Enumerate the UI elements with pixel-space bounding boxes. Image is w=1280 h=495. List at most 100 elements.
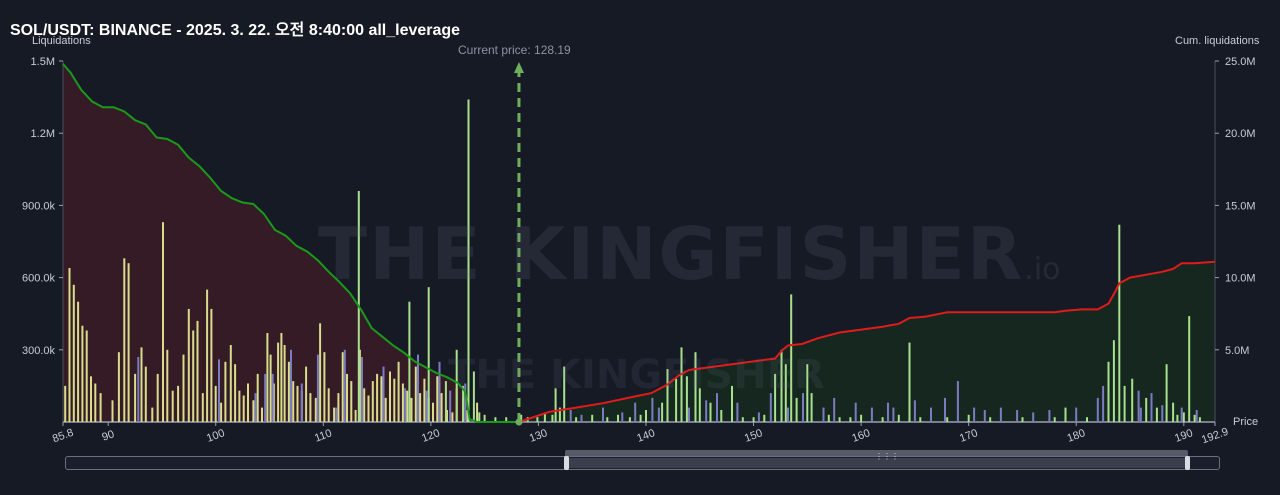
liquidation-bar [389, 371, 391, 422]
liquidation-bar [621, 412, 624, 422]
watermark-secondary: THE KINGFISHER [448, 352, 825, 398]
liquidation-bar [224, 361, 227, 422]
liquidation-bar [1198, 417, 1201, 422]
liquidation-bar [210, 308, 213, 422]
left-y-tick-label: 300.0k [22, 345, 56, 357]
liquidation-bar [187, 308, 190, 422]
liquidation-bar [192, 330, 195, 422]
x-tick-label: 160 [850, 427, 871, 445]
liquidation-bar [350, 381, 353, 422]
liquidation-bar [376, 373, 379, 422]
chart-title: SOL/USDT: BINANCE - 2025. 3. 22. 오전 8:40… [10, 22, 461, 39]
x-tick-label: 110 [313, 427, 334, 444]
liquidation-bar [476, 402, 479, 422]
liquidation-bar [247, 383, 249, 422]
liquidation-bar [1086, 417, 1088, 422]
liquidation-bar [833, 397, 836, 422]
liquidation-bar [645, 410, 647, 422]
range-scrollbar[interactable]: ⋮⋮⋮ [65, 452, 1220, 470]
liquidation-bar [214, 385, 217, 422]
liquidation-bar [94, 383, 97, 422]
liquidation-bar [802, 393, 804, 422]
liquidation-bar [757, 412, 760, 422]
liquidation-bar [983, 410, 986, 422]
liquidation-bar [628, 417, 631, 422]
liquidation-bar [780, 349, 783, 422]
liquidation-bar [314, 397, 317, 422]
watermark: THE KINGFISHER.io [318, 212, 1061, 296]
x-tick-label: 180 [1066, 427, 1087, 445]
liquidation-bar [634, 402, 637, 422]
liquidation-bar [580, 414, 583, 422]
liquidation-bar [558, 407, 561, 422]
liquidation-bar [283, 345, 286, 422]
liquidation-bar [520, 414, 523, 422]
liquidation-bar [591, 414, 594, 422]
liquidation-bar [1131, 378, 1134, 422]
liquidation-bar [117, 352, 120, 422]
liquidation-bar [675, 378, 678, 422]
liquidation-bar [346, 373, 348, 422]
liquidation-bar [892, 407, 895, 422]
liquidation-bar [85, 330, 88, 422]
liquidation-bar [451, 412, 454, 422]
liquidation-bar [367, 395, 370, 422]
liquidation-bar [1075, 407, 1078, 422]
scrollbar-left-handle[interactable] [564, 456, 569, 470]
x-tick-label: 100 [205, 427, 226, 445]
liquidation-bar [171, 390, 174, 422]
scrollbar-thumb[interactable]: ⋮⋮⋮ [566, 452, 1188, 468]
liquidation-bar [354, 410, 357, 422]
liquidation-bar [1137, 390, 1140, 422]
left-y-tick-label: 1.5M [31, 56, 55, 68]
liquidation-bar [1176, 414, 1179, 422]
x-tick-label: 90 [100, 428, 116, 443]
liquidation-bar [806, 364, 809, 422]
liquidation-bar [698, 388, 701, 422]
liquidation-bar [252, 400, 255, 422]
liquidation-bar [361, 357, 363, 422]
liquidation-bar [1145, 397, 1148, 422]
liquidation-bar [264, 373, 267, 422]
liquidation-bar [358, 349, 361, 422]
liquidation-bar [218, 359, 220, 422]
right-y-tick-label: 10.0M [1225, 273, 1256, 285]
liquidation-bar [151, 407, 154, 422]
liquidation-bar [111, 400, 114, 422]
liquidation-bar [371, 381, 374, 422]
liquidation-bar [1165, 364, 1168, 422]
liquidation-bar [908, 342, 911, 422]
liquidation-bar [1193, 414, 1196, 422]
liquidation-bar [849, 417, 852, 422]
liquidation-bar [201, 393, 204, 422]
liquidation-bar [774, 373, 777, 422]
long-cum-line [518, 260, 1216, 423]
liquidation-bar [81, 325, 84, 422]
grip-icon: ⋮⋮⋮ [875, 452, 899, 461]
current-price-dot [515, 418, 523, 426]
scrollbar-right-handle[interactable] [1185, 456, 1190, 470]
liquidation-bar [309, 393, 312, 422]
liquidation-bar [319, 323, 322, 422]
liquidation-bar [333, 407, 336, 422]
liquidation-bar [406, 390, 409, 422]
liquidation-bar [446, 410, 448, 422]
liquidation-bar [380, 376, 383, 422]
liquidation-bar [438, 361, 441, 422]
liquidation-bar [261, 407, 263, 422]
left-axis-title: Liquidations [32, 35, 91, 47]
liquidation-bar [720, 410, 723, 422]
liquidation-bar [466, 410, 469, 422]
liquidation-bar [382, 366, 385, 422]
liquidation-bar [1161, 405, 1164, 422]
liquidation-bar [999, 407, 1002, 422]
liquidation-bar [483, 414, 486, 422]
liquidation-bar [401, 383, 404, 422]
liquidation-bar [787, 407, 789, 422]
liquidation-bar [266, 333, 269, 422]
liquidation-bar [343, 349, 346, 422]
right-axis-title: Cum. liquidations [1175, 35, 1260, 47]
liquidation-bar [144, 366, 147, 422]
liquidation-bar [956, 381, 959, 422]
liquidation-bar [551, 414, 554, 422]
